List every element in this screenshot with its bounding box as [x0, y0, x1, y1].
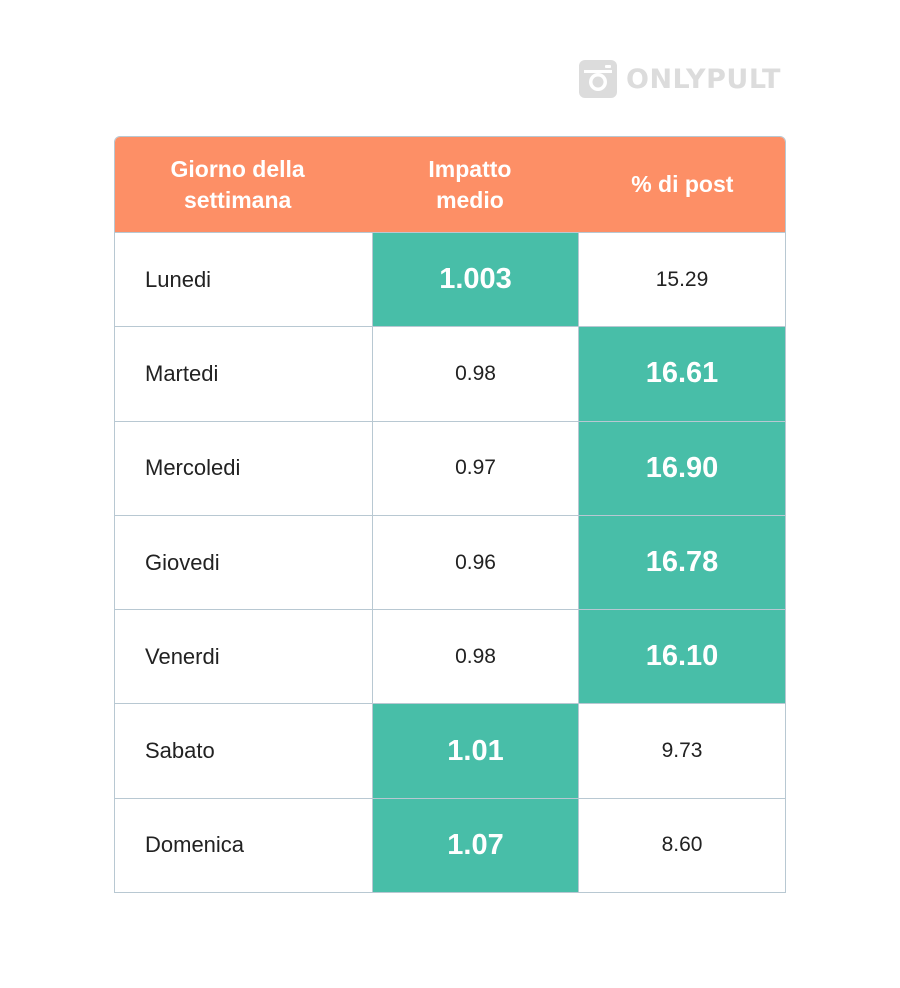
posts-cell: 16.61 — [579, 327, 785, 421]
header-cell-posts: % di post — [580, 137, 785, 232]
header-label-posts: % di post — [631, 171, 734, 197]
header-cell-impact: Impatto medio — [360, 137, 579, 232]
posts-cell: 9.73 — [579, 704, 785, 797]
impact-cell-value: 1.003 — [439, 263, 512, 296]
posts-cell: 16.78 — [579, 515, 785, 610]
impact-cell: 0.98 — [373, 610, 579, 704]
posts-cell: 16.90 — [579, 421, 785, 515]
day-cell-value: Lunedi — [145, 266, 212, 292]
posts-cell: 16.10 — [579, 610, 785, 704]
day-cell-value: Mercoledi — [145, 455, 241, 481]
impact-cell: 1.003 — [373, 233, 579, 327]
posts-cell: 8.60 — [579, 799, 785, 892]
table-row: Martedi 0.98 16.61 — [115, 326, 785, 421]
impact-cell: 1.01 — [373, 704, 579, 798]
day-cell-value: Sabato — [145, 738, 215, 764]
day-cell-value: Giovedi — [145, 549, 220, 575]
impact-cell: 0.98 — [373, 327, 579, 421]
table-header-row: Giorno della settimana Impatto medio % d… — [115, 137, 785, 232]
day-cell: Martedi — [115, 327, 373, 421]
day-cell-value: Martedi — [145, 360, 219, 386]
table-row: Sabato 1.01 9.73 — [115, 703, 785, 798]
table-row: Giovedi 0.96 16.78 — [115, 514, 785, 610]
day-cell-value: Domenica — [145, 832, 245, 858]
impact-cell-value: 0.96 — [455, 550, 496, 574]
weekday-impact-table: Giorno della settimana Impatto medio % d… — [114, 136, 786, 894]
impact-cell-value: 0.98 — [455, 644, 496, 668]
day-cell-value: Venerdi — [145, 643, 220, 669]
logo-text: ONLYPULT — [626, 63, 781, 95]
impact-cell: 0.96 — [373, 515, 579, 610]
impact-cell-value: 1.07 — [447, 828, 504, 861]
impact-cell-value: 0.97 — [455, 456, 496, 480]
posts-cell-value: 16.10 — [645, 640, 719, 673]
posts-cell-value: 15.29 — [655, 267, 709, 291]
table-row: Venerdi 0.98 16.10 — [115, 609, 785, 704]
header-label-impact: Impatto medio — [428, 155, 512, 213]
header-label-day: Giorno della settimana — [170, 155, 305, 213]
day-cell: Venerdi — [115, 610, 373, 704]
camera-icon — [579, 60, 617, 98]
day-cell: Giovedi — [115, 515, 373, 610]
day-cell: Lunedi — [115, 233, 373, 327]
day-cell: Domenica — [115, 798, 373, 893]
day-cell: Mercoledi — [115, 421, 373, 515]
table-body: Lunedi 1.003 15.29 Martedi 0.98 16.61 Mercoled… — [115, 232, 785, 893]
table-row: Domenica 1.07 8.60 — [115, 797, 785, 893]
table-row: Lunedi 1.003 15.29 — [115, 232, 785, 327]
posts-cell-value: 16.61 — [645, 357, 719, 390]
table-row: Mercoledi 0.97 16.90 — [115, 420, 785, 515]
posts-cell-value: 16.78 — [645, 546, 719, 579]
posts-cell-value: 9.73 — [661, 739, 703, 763]
impact-cell: 1.07 — [373, 798, 579, 893]
impact-cell: 0.97 — [373, 421, 579, 515]
impact-cell-value: 0.98 — [455, 361, 496, 385]
day-cell: Sabato — [115, 704, 373, 798]
posts-cell: 15.29 — [579, 233, 785, 326]
posts-cell-value: 8.60 — [661, 833, 703, 857]
impact-cell-value: 1.01 — [447, 734, 504, 767]
onlypult-logo: ONLYPULT — [579, 58, 781, 100]
header-cell-day: Giorno della settimana — [115, 137, 360, 232]
posts-cell-value: 16.90 — [645, 451, 719, 484]
